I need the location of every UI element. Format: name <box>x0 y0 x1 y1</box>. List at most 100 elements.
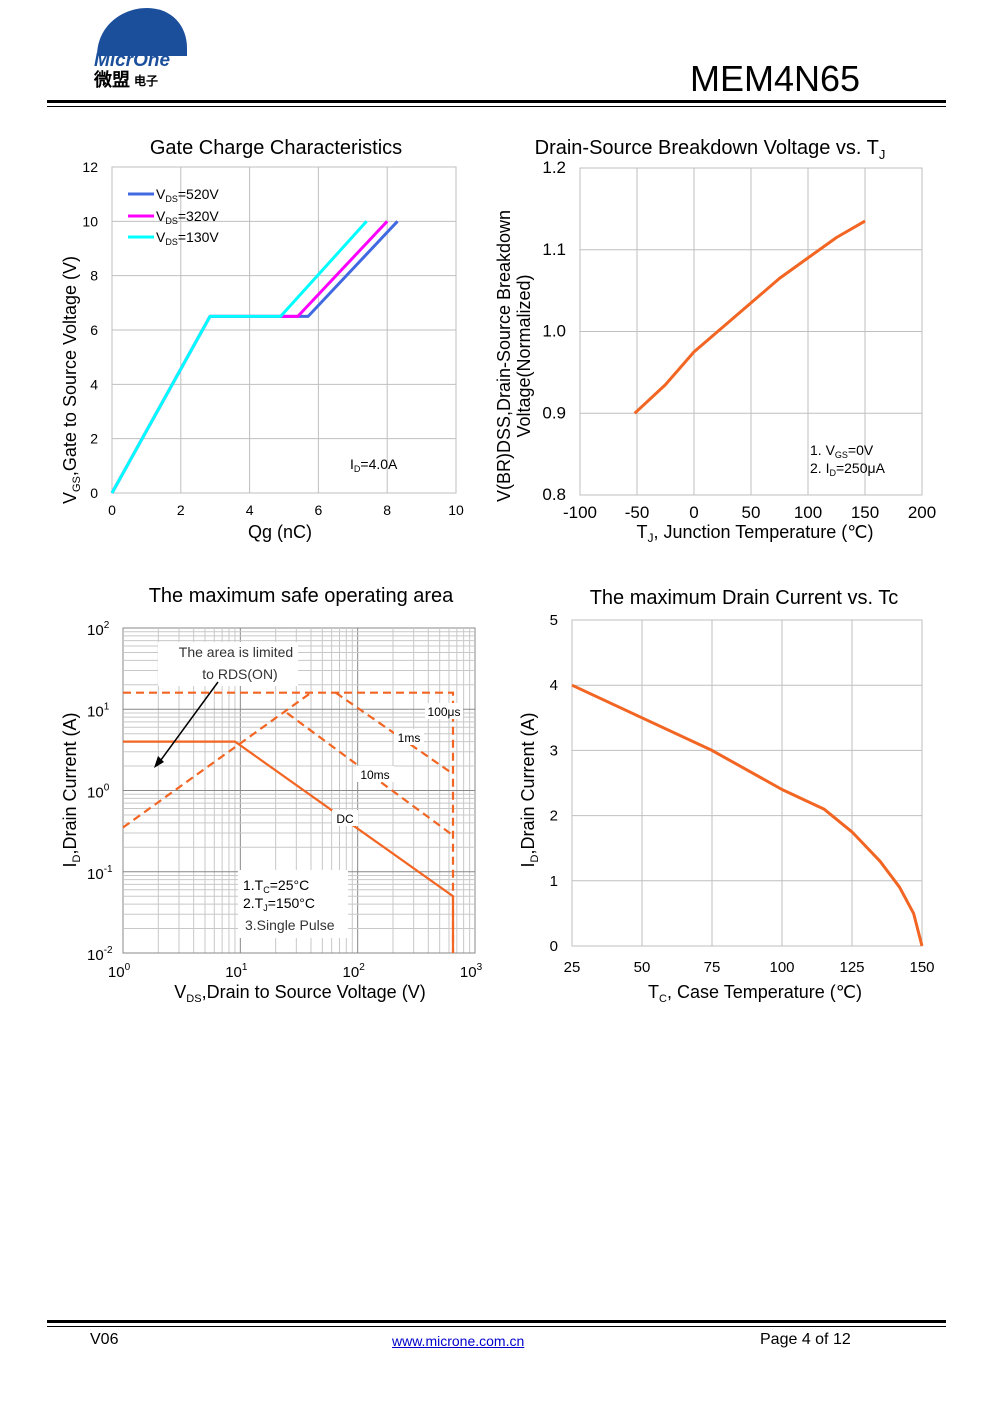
breakdown-title: Drain-Source Breakdown Voltage vs. TJ <box>535 137 886 162</box>
soa-label-1ms: 1ms <box>398 731 421 745</box>
x-tick-label-3: 103 <box>460 962 483 981</box>
breakdown-note-2: 2. ID=250μA <box>810 460 886 478</box>
footer-page: Page 4 of 12 <box>760 1331 851 1348</box>
microne-logo: MicrOne 微盟 电子 <box>93 8 187 90</box>
part-number: MEM4N65 <box>690 58 861 99</box>
header-rule-thin <box>47 106 946 107</box>
logo-dome <box>97 8 187 56</box>
x-tick-label-4: 125 <box>839 959 864 976</box>
soa-series-3 <box>286 712 454 837</box>
y-tick-label-2: 100 <box>87 783 110 802</box>
y-tick-label-6: 12 <box>82 159 98 175</box>
x-tick-label-3: 6 <box>315 502 323 518</box>
x-tick-label-0: -100 <box>563 503 597 522</box>
soa-label-dc: DC <box>336 812 354 826</box>
series-line-0 <box>571 683 924 947</box>
gate-charge-title: Gate Charge Characteristics <box>150 137 402 159</box>
y-tick-label-0: 10-2 <box>87 945 113 964</box>
y-tick-label-4: 8 <box>90 268 98 284</box>
soa-annotation-bg <box>158 642 298 686</box>
x-tick-label-4: 8 <box>383 502 391 518</box>
breakdown-yticks: 0.8 0.9 1.0 1.1 1.2 <box>542 158 566 504</box>
soa-series-1 <box>123 691 455 953</box>
soa-annotation-1: The area is limited <box>179 644 293 660</box>
header-rule <box>47 100 946 103</box>
gate-charge-legend: VDS=520V VDS=320V VDS=130V <box>128 186 219 247</box>
breakdown-ylabel-1: V(BR)DSS,Drain-Source Breakdown <box>494 210 514 502</box>
soa-label-10ms: 10ms <box>360 768 389 782</box>
gate-charge-ylabel: VGS,Gate to Source Voltage (V) <box>60 256 83 504</box>
x-tick-label-0: 0 <box>108 502 116 518</box>
max-current-xticks: 25 50 75 100 125 150 <box>564 959 935 976</box>
breakdown-note-1: 1. VGS=0V <box>810 442 874 460</box>
y-tick-label-2: 2 <box>550 808 558 825</box>
y-tick-label-4: 4 <box>550 677 558 694</box>
y-tick-label-5: 5 <box>550 612 558 629</box>
gate-charge-annotation: ID=4.0A <box>350 456 398 474</box>
gate-charge-xlabel: Qg (nC) <box>248 522 312 542</box>
y-tick-label-1: 2 <box>90 431 98 447</box>
soa-label-100us: 100μs <box>428 705 461 719</box>
soa-arrow-head <box>154 756 164 768</box>
soa-note-3: 3.Single Pulse <box>245 917 335 933</box>
max-current-grid <box>571 619 923 947</box>
max-current-title: The maximum Drain Current vs. Tc <box>590 587 899 609</box>
soa-label-100us-bg <box>425 703 463 719</box>
x-tick-label-3: 50 <box>742 503 761 522</box>
footer-website-link[interactable]: www.microne.com.cn <box>392 1333 525 1349</box>
y-tick-label-2: 4 <box>90 376 98 392</box>
x-tick-label-2: 4 <box>246 502 254 518</box>
y-tick-label-3: 1.1 <box>542 240 566 259</box>
plot-frame <box>571 619 923 947</box>
breakdown-lines <box>633 219 866 415</box>
series-line-0 <box>633 219 866 415</box>
x-tick-label-1: -50 <box>625 503 650 522</box>
x-tick-label-1: 50 <box>634 959 651 976</box>
soa-ylabel: ID,Drain Current (A) <box>60 713 83 868</box>
y-tick-label-3: 101 <box>87 701 110 720</box>
y-tick-label-4: 1.2 <box>542 158 566 177</box>
soa-annotation-2: to RDS(ON) <box>202 666 277 682</box>
footer-rule <box>47 1320 946 1323</box>
x-tick-label-6: 200 <box>908 503 936 522</box>
gate-charge-xticks: 0 2 4 6 8 10 <box>108 502 464 518</box>
breakdown-chart: Drain-Source Breakdown Voltage vs. TJ -1… <box>494 137 936 545</box>
gate-charge-chart: Gate Charge Characteristics 0 2 4 6 8 10 0 2 4 6… <box>60 137 464 542</box>
x-tick-label-1: 2 <box>177 502 185 518</box>
y-tick-label-3: 3 <box>550 742 558 759</box>
y-tick-label-5: 10 <box>82 213 98 229</box>
x-tick-label-0: 25 <box>564 959 581 976</box>
max-current-lines <box>571 683 924 947</box>
logo-cn-small: 电子 <box>134 73 158 88</box>
x-tick-label-5: 150 <box>851 503 879 522</box>
soa-chart: The maximum safe operating area 100 101 10… <box>60 585 483 1005</box>
y-tick-label-4: 102 <box>87 620 110 639</box>
x-tick-label-0: 100 <box>108 962 131 981</box>
x-tick-label-2: 102 <box>343 962 366 981</box>
max-current-xlabel: TC, Case Temperature (℃) <box>648 982 862 1005</box>
y-tick-label-3: 6 <box>90 322 98 338</box>
soa-note-1: 1.TC=25°C <box>243 877 309 895</box>
gate-charge-lines <box>110 220 399 494</box>
y-tick-label-1: 10-1 <box>87 864 113 883</box>
max-current-chart: The maximum Drain Current vs. Tc 25 50 75 1… <box>518 587 935 1005</box>
y-tick-label-0: 0 <box>90 485 98 501</box>
footer-version: V06 <box>90 1331 119 1348</box>
x-tick-label-2: 0 <box>689 503 698 522</box>
x-tick-label-3: 100 <box>769 959 794 976</box>
y-tick-label-1: 0.9 <box>542 403 566 422</box>
breakdown-xticks: -100 -50 0 50 100 150 200 <box>563 503 936 522</box>
soa-xlabel: VDS,Drain to Source Voltage (V) <box>174 982 425 1005</box>
y-tick-label-1: 1 <box>550 873 558 890</box>
y-tick-label-2: 1.0 <box>542 322 566 341</box>
footer-rule-thin <box>47 1326 946 1327</box>
gate-charge-grid <box>111 166 457 494</box>
gate-charge-yticks: 0 2 4 6 8 10 12 <box>82 159 98 501</box>
y-tick-label-0: 0.8 <box>542 485 566 504</box>
max-current-ylabel: ID,Drain Current (A) <box>518 713 541 868</box>
x-tick-label-1: 101 <box>225 962 248 981</box>
x-tick-label-5: 150 <box>909 959 934 976</box>
soa-label-dc-bg <box>332 810 358 826</box>
soa-note-2: 2.TJ=150°C <box>243 895 315 913</box>
soa-label-1ms-bg <box>394 729 424 745</box>
